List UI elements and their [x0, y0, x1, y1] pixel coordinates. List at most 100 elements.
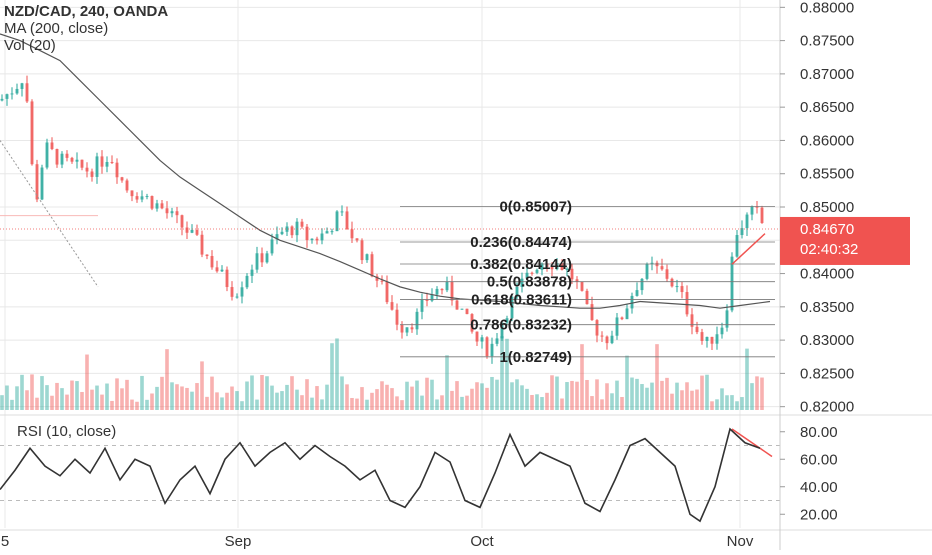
price-tick-label: 0.86000: [800, 132, 854, 149]
candle-body: [605, 336, 609, 344]
volume-bar: [40, 376, 44, 410]
volume-bar: [295, 389, 299, 410]
candle-body: [695, 326, 699, 333]
candle-body: [230, 287, 234, 297]
candle-body: [195, 229, 199, 235]
volume-bar: [445, 355, 449, 410]
candle-body: [255, 253, 259, 270]
candle-body: [85, 167, 89, 172]
candle-body: [135, 196, 139, 200]
candle-body: [320, 233, 324, 241]
candle-body: [400, 324, 404, 333]
volume-bar: [760, 377, 764, 410]
volume-bar: [355, 398, 359, 410]
volume-bar: [140, 375, 144, 410]
fib-level-label: 0.618(0.83611): [471, 291, 572, 308]
candle-body: [95, 156, 99, 177]
candle-body: [450, 281, 454, 301]
price-tick-label: 0.82500: [800, 365, 854, 382]
candle-body: [190, 229, 194, 233]
candle-body: [485, 337, 489, 357]
volume-bar: [25, 390, 29, 410]
volume-bar: [345, 384, 349, 410]
volume-bar: [550, 375, 554, 410]
candle-body: [375, 276, 379, 281]
volume-bar: [210, 376, 214, 410]
volume-bar: [625, 355, 629, 410]
candle-body: [50, 142, 54, 150]
volume-bar: [755, 376, 759, 410]
volume-bar: [450, 390, 454, 410]
volume-bar: [670, 393, 674, 410]
volume-bar: [750, 383, 754, 410]
volume-bar: [315, 386, 319, 410]
volume-bar: [530, 394, 534, 410]
volume-bar: [425, 377, 429, 410]
candle-body: [560, 263, 564, 270]
volume-bar: [150, 393, 154, 410]
volume-bar: [330, 343, 334, 410]
volume-bar: [70, 380, 74, 410]
volume-bar: [730, 395, 734, 410]
candle-body: [475, 331, 479, 342]
candle-body: [60, 153, 64, 165]
candle-body: [465, 308, 469, 315]
candle-body: [715, 334, 719, 344]
candle-body: [540, 263, 544, 270]
candle-body: [495, 338, 499, 344]
candle-body: [310, 238, 314, 241]
fib-level-label: 0.236(0.84474): [470, 234, 572, 251]
price-tick-label: 0.87000: [800, 66, 854, 83]
volume-bar: [225, 392, 229, 410]
volume-legend[interactable]: Vol (20): [4, 37, 56, 54]
candle-body: [280, 231, 284, 235]
candle-body: [205, 254, 209, 257]
rsi-trendline: [731, 428, 773, 458]
symbol-line[interactable]: NZD/CAD, 240, OANDA: [4, 3, 169, 20]
candle-body: [740, 228, 744, 236]
volume-bar: [665, 377, 669, 410]
candle-body: [270, 239, 274, 254]
candle-body: [70, 157, 74, 162]
candle-body: [340, 211, 344, 213]
volume-bar: [640, 384, 644, 410]
bar-countdown: 02:40:32: [800, 241, 858, 258]
candle-body: [75, 159, 79, 162]
volume-bar: [260, 374, 264, 410]
fibonacci-retracement: 0(0.85007)0.236(0.84474)0.382(0.84144)0.…: [400, 199, 775, 366]
candle-body: [395, 309, 399, 325]
ma-legend[interactable]: MA (200, close): [4, 20, 109, 37]
volume-bar: [740, 397, 744, 410]
candle-body: [165, 208, 169, 214]
candle-body: [555, 263, 559, 270]
candle-body: [210, 256, 214, 268]
volume-bar: [125, 379, 129, 410]
candle-body: [120, 177, 124, 181]
axis-layer: 0.88000 0.87500 0.87000 0.86500 0.86000 0.855…: [0, 0, 910, 550]
price-tick-label: 0.86500: [800, 99, 854, 116]
candle-body: [580, 281, 584, 291]
volume-bar: [95, 385, 99, 410]
candle-layer: [0, 75, 764, 364]
candle-body: [115, 162, 119, 178]
candle-body: [140, 196, 144, 200]
time-axis-label: 5: [1, 533, 9, 550]
volume-bar: [685, 382, 689, 410]
volume-bar: [385, 384, 389, 410]
candle-body: [80, 159, 84, 168]
volume-bar: [75, 381, 79, 410]
volume-bar: [520, 385, 524, 410]
candle-body: [45, 142, 49, 168]
price-tick-label: 0.88000: [800, 0, 854, 16]
candle-body: [745, 214, 749, 229]
volume-bar: [505, 338, 509, 410]
price-tick-label: 0.84000: [800, 266, 854, 283]
candle-body: [760, 207, 764, 224]
volume-bar: [605, 383, 609, 410]
candle-body: [360, 240, 364, 261]
volume-bar: [465, 395, 469, 410]
last-price-badge: [780, 216, 910, 265]
volume-layer: [0, 336, 764, 410]
